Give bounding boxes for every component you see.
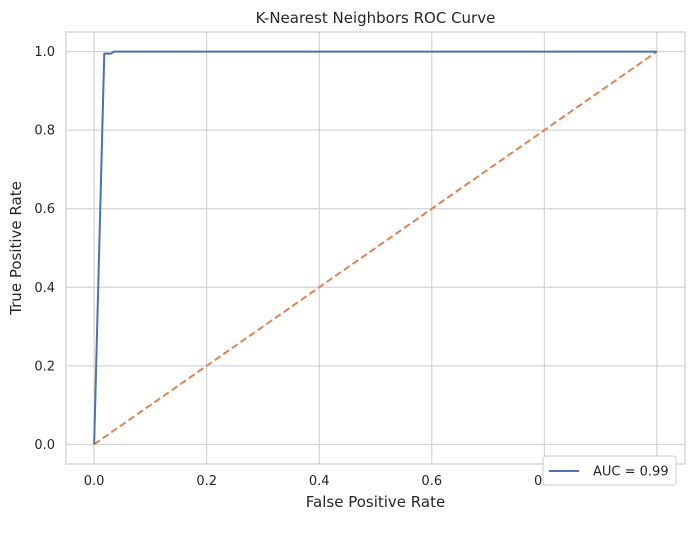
y-tick-label: 1.0 [34, 45, 55, 60]
plot-frame [65, 31, 686, 465]
x-axis-label: False Positive Rate [306, 493, 445, 511]
x-tick-label: 0.0 [84, 474, 105, 489]
y-tick-label: 0.0 [34, 438, 55, 453]
chart-title: K-Nearest Neighbors ROC Curve [256, 9, 496, 27]
legend: AUC = 0.99 [542, 455, 677, 486]
y-tick-label: 0.6 [34, 202, 55, 217]
y-axis-label: True Positive Rate [7, 181, 25, 316]
legend-box [542, 455, 677, 486]
x-tick-label: 0.6 [421, 474, 442, 489]
x-tick-label: 0.4 [309, 474, 330, 489]
legend-label: AUC = 0.99 [593, 465, 669, 480]
series-layer [93, 50, 658, 446]
y-tick-label: 0.4 [34, 281, 55, 296]
chance-diagonal-line [93, 50, 658, 446]
roc-curve-line [93, 50, 657, 445]
y-tick-label: 0.2 [34, 359, 55, 374]
y-tick-label: 0.8 [34, 124, 55, 139]
x-tick-label: 0.2 [196, 474, 217, 489]
grid [66, 32, 685, 464]
